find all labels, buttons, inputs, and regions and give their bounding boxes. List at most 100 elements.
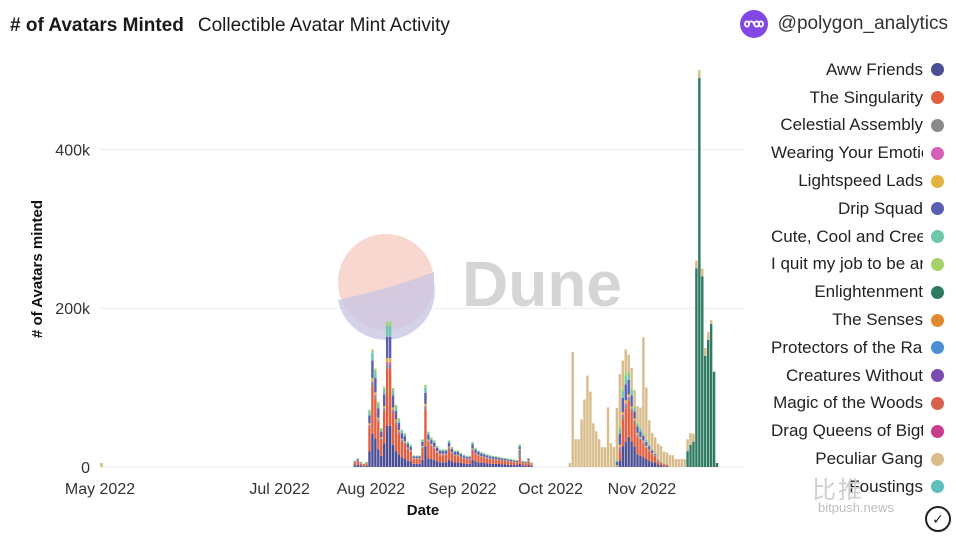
bar-segment[interactable] [459,454,462,457]
bar-segment[interactable] [409,446,412,451]
bar-segment[interactable] [400,433,404,439]
bar-segment[interactable] [480,456,483,457]
bar-segment[interactable] [394,451,398,467]
bar-segment[interactable] [686,439,689,452]
bar-segment[interactable] [447,459,451,467]
bar-segment[interactable] [483,463,486,467]
bar-segment[interactable] [391,389,395,396]
bar-segment[interactable] [418,459,421,464]
bar-segment[interactable] [494,456,498,458]
bar-segment[interactable] [377,408,380,418]
bar-segment[interactable] [665,466,669,467]
bar-segment[interactable] [385,364,389,369]
bar-segment[interactable] [489,459,492,464]
bar-segment[interactable] [394,421,398,423]
bar-segment[interactable] [659,462,663,464]
bar-segment[interactable] [388,321,392,326]
bar-segment[interactable] [394,424,398,452]
bar-segment[interactable] [433,447,436,449]
bar-segment[interactable] [706,339,710,467]
bar-segment[interactable] [374,398,377,439]
bar-segment[interactable] [636,406,639,422]
bar-segment[interactable] [374,378,377,393]
bar-segment[interactable] [489,455,492,457]
bar-segment[interactable] [441,455,445,463]
bar-segment[interactable] [397,433,401,455]
bar-segment[interactable] [689,444,692,467]
bar-segment[interactable] [477,462,480,467]
bar-segment[interactable] [380,455,383,467]
bar-segment[interactable] [424,406,427,408]
bar-segment[interactable] [374,438,377,467]
bar-segment[interactable] [465,456,468,459]
bar-segment[interactable] [648,460,651,467]
bar-segment[interactable] [415,455,418,457]
bar-segment[interactable] [436,461,439,467]
bar-segment[interactable] [356,458,359,459]
bar-segment[interactable] [444,462,448,467]
bar-segment[interactable] [441,449,445,450]
bar-segment[interactable] [409,445,412,447]
bar-segment[interactable] [353,461,356,462]
bar-segment[interactable] [406,443,409,448]
bar-segment[interactable] [359,463,362,464]
bar-segment[interactable] [653,462,657,467]
bar-segment[interactable] [368,424,371,426]
bar-segment[interactable] [497,463,501,467]
bar-segment[interactable] [621,397,624,413]
bar-segment[interactable] [618,460,622,467]
bar-segment[interactable] [427,458,430,467]
bar-segment[interactable] [527,461,530,462]
bar-segment[interactable] [400,439,404,441]
bar-segment[interactable] [642,435,645,441]
bar-segment[interactable] [427,442,430,459]
bar-segment[interactable] [639,431,642,437]
bar-segment[interactable] [636,421,639,424]
bar-segment[interactable] [645,447,648,448]
bar-segment[interactable] [627,394,630,397]
bar-segment[interactable] [403,434,407,437]
bar-segment[interactable] [427,439,430,441]
bar-segment[interactable] [491,456,495,459]
bar-segment[interactable] [509,459,513,462]
bar-segment[interactable] [630,367,633,388]
bar-segment[interactable] [450,453,454,462]
bar-segment[interactable] [100,463,103,467]
bar-segment[interactable] [474,452,477,454]
bar-segment[interactable] [636,454,639,467]
bar-segment[interactable] [618,425,622,429]
bar-segment[interactable] [430,444,433,445]
bar-segment[interactable] [468,456,471,459]
bar-segment[interactable] [524,465,527,467]
bar-segment[interactable] [388,425,392,467]
bar-segment[interactable] [421,446,424,448]
bar-segment[interactable] [486,463,489,467]
bar-segment[interactable] [651,449,654,451]
bar-segment[interactable] [480,453,483,457]
bar-segment[interactable] [500,464,504,467]
bar-segment[interactable] [486,457,489,459]
bar-segment[interactable] [477,450,480,452]
bar-segment[interactable] [480,462,483,467]
bar-segment[interactable] [450,446,454,448]
bar-segment[interactable] [377,401,380,404]
bar-segment[interactable] [385,358,389,363]
bar-segment[interactable] [383,409,386,412]
bar-segment[interactable] [621,412,624,415]
bar-segment[interactable] [447,442,451,447]
bar-segment[interactable] [621,388,624,391]
bar-segment[interactable] [353,460,356,462]
bar-segment[interactable] [477,454,480,456]
bar-segment[interactable] [409,444,412,446]
bar-segment[interactable] [568,463,571,467]
bar-segment[interactable] [486,455,489,458]
bar-segment[interactable] [506,464,510,467]
bar-segment[interactable] [427,441,430,443]
bar-segment[interactable] [438,449,442,450]
bar-segment[interactable] [630,395,633,407]
bar-segment[interactable] [521,465,524,467]
bar-segment[interactable] [674,459,677,467]
bar-segment[interactable] [380,428,383,429]
bar-segment[interactable] [527,458,530,459]
bar-segment[interactable] [438,454,442,456]
